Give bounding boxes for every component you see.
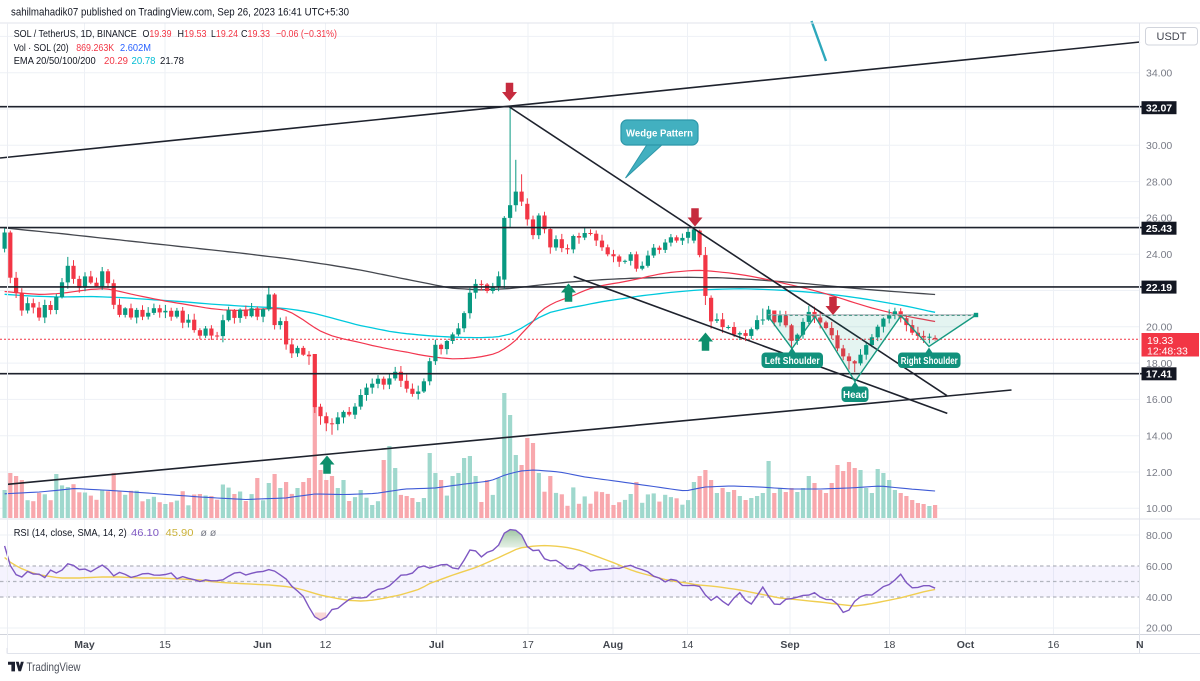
svg-text:40.00: 40.00 (1146, 592, 1172, 604)
svg-text:H19.53: H19.53 (178, 28, 207, 40)
svg-text:EMA 20/50/100/200: EMA 20/50/100/200 (14, 55, 96, 67)
svg-text:12: 12 (320, 639, 332, 651)
svg-text:46.10: 46.10 (131, 527, 159, 539)
svg-text:14.00: 14.00 (1146, 431, 1172, 443)
svg-text:30.00: 30.00 (1146, 140, 1172, 152)
svg-text:18: 18 (884, 639, 896, 651)
svg-text:17: 17 (522, 639, 534, 651)
svg-text:10.00: 10.00 (1146, 503, 1172, 515)
svg-text:22.19: 22.19 (1146, 282, 1172, 294)
svg-text:14: 14 (682, 639, 694, 651)
svg-text:20.29: 20.29 (104, 55, 128, 67)
svg-text:C19.33: C19.33 (241, 28, 270, 40)
svg-text:12.00: 12.00 (1146, 467, 1172, 479)
svg-text:Head: Head (843, 389, 867, 401)
svg-text:Jun: Jun (253, 639, 272, 651)
svg-text:16.00: 16.00 (1146, 394, 1172, 406)
svg-text:20.00: 20.00 (1146, 322, 1172, 334)
svg-text:16: 16 (1048, 639, 1060, 651)
svg-text:TradingView: TradingView (27, 660, 81, 674)
svg-text:21.78: 21.78 (160, 55, 184, 67)
svg-text:ø ø: ø ø (201, 527, 217, 539)
svg-text:24.00: 24.00 (1146, 249, 1172, 261)
svg-text:34.00: 34.00 (1146, 68, 1172, 80)
svg-text:15: 15 (159, 639, 171, 651)
svg-text:Right Shoulder: Right Shoulder (901, 355, 958, 367)
svg-text:Oct: Oct (957, 639, 975, 651)
svg-text:60.00: 60.00 (1146, 561, 1172, 573)
svg-text:sahilmahadik07 published on Tr: sahilmahadik07 published on TradingView.… (11, 7, 349, 19)
svg-text:Jul: Jul (429, 639, 444, 651)
svg-text:N: N (1136, 639, 1144, 651)
svg-text:19.33: 19.33 (1147, 335, 1173, 347)
svg-text:12:48:33: 12:48:33 (1147, 346, 1188, 358)
svg-text:25.43: 25.43 (1146, 223, 1172, 235)
svg-text:Vol · SOL (20): Vol · SOL (20) (14, 42, 69, 54)
svg-text:Sep: Sep (780, 639, 799, 651)
svg-text:20.78: 20.78 (132, 55, 156, 67)
svg-text:18.00: 18.00 (1146, 358, 1172, 370)
svg-text:Wedge Pattern: Wedge Pattern (626, 128, 693, 140)
svg-text:L19.24: L19.24 (211, 28, 238, 40)
svg-text:O19.39: O19.39 (143, 28, 172, 40)
svg-text:Aug: Aug (603, 639, 623, 651)
svg-text:Left Shoulder: Left Shoulder (765, 355, 820, 367)
svg-text:May: May (74, 639, 95, 651)
svg-text:−0.06 (−0.31%): −0.06 (−0.31%) (276, 28, 337, 40)
svg-text:17.41: 17.41 (1146, 369, 1172, 381)
svg-text:45.90: 45.90 (166, 527, 194, 539)
svg-text:28.00: 28.00 (1146, 176, 1172, 188)
svg-text:RSI (14, close, SMA, 14, 2): RSI (14, close, SMA, 14, 2) (14, 527, 127, 539)
svg-text:32.07: 32.07 (1146, 103, 1172, 115)
svg-text:20.00: 20.00 (1146, 622, 1172, 634)
svg-text:2.602M: 2.602M (120, 42, 151, 54)
svg-text:SOL / TetherUS, 1D, BINANCE: SOL / TetherUS, 1D, BINANCE (14, 28, 137, 40)
svg-text:80.00: 80.00 (1146, 530, 1172, 542)
svg-text:869.263K: 869.263K (76, 42, 114, 54)
svg-text:USDT: USDT (1157, 31, 1187, 43)
